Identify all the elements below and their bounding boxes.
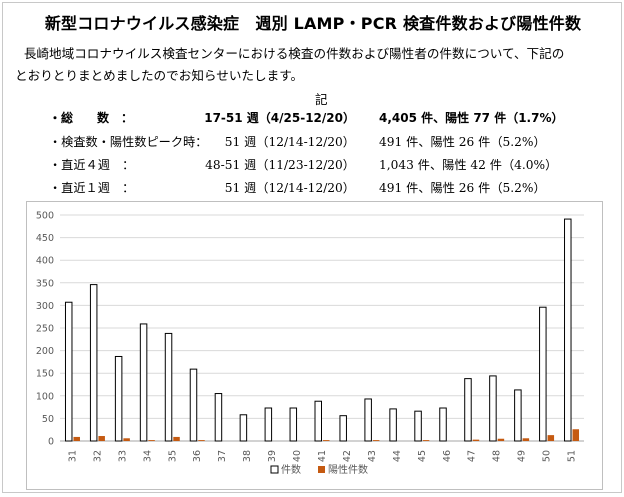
summary-result: 491 件、陽性 26 件（5.2%） [379,181,546,195]
y-tick-label: 150 [36,369,54,380]
summary-result: 1,043 件、陽性 42 件（4.0%） [379,158,558,172]
bar-kensu [114,355,123,442]
bar-kensu [564,218,572,442]
page-title: 新型コロナウイルス感染症 週別 LAMP・PCR 検査件数および陽性件数 [44,14,582,33]
bar-kensu [489,375,497,442]
summary-label: ・直近４週 ： [49,158,135,172]
y-tick-label: 50 [42,414,54,425]
bar-kensu [539,306,547,442]
intro-line-1: 長崎地域コロナウイルス検査センターにおける検査の件数および陽性者の件数について、… [23,46,565,61]
x-tick-label: 48 [492,450,503,462]
x-tick-label: 40 [292,450,303,462]
x-tick-label: 32 [92,450,103,462]
bar-kensu [139,323,148,442]
x-tick-label: 43 [367,450,378,462]
bar-kensu [339,415,347,442]
bar-kensu [64,301,73,442]
legend-label-kensu: 件数 [281,463,301,476]
bar-kensu [239,414,248,442]
x-tick-label: 51 [567,450,578,462]
x-tick-label: 41 [317,450,328,462]
x-tick-label: 35 [167,450,178,462]
legend-swatch-yosei [318,466,325,473]
bar-kensu [289,407,298,442]
x-tick-label: 47 [467,450,478,462]
y-tick-label: 300 [36,301,54,312]
bar-kensu [439,407,447,442]
x-tick-label: 39 [267,450,278,462]
bar-yosei [198,440,205,441]
bar-yosei [572,429,580,441]
x-tick-label: 37 [217,450,228,462]
x-tick-label: 44 [392,450,403,462]
bar-kensu [464,378,472,442]
x-tick-label: 45 [417,450,428,462]
summary-result: 4,405 件、陽性 77 件（1.7%） [379,111,564,125]
bar-yosei [372,440,380,441]
x-tick-label: 31 [67,450,78,462]
y-tick-label: 250 [36,324,54,335]
bar-kensu [164,332,173,442]
x-tick-label: 42 [342,450,353,462]
bar-yosei [497,438,505,441]
bar-kensu [264,407,273,442]
intro-paragraph: 長崎地域コロナウイルス検査センターにおける検査の件数および陽性者の件数について、… [15,43,615,87]
y-tick-label: 400 [36,256,54,267]
bar-kensu [189,368,198,442]
bar-kensu [89,284,98,442]
x-tick-label: 49 [517,450,528,462]
x-tick-label: 46 [442,450,453,462]
legend-label-yosei: 陽性件数 [328,463,368,476]
summary-label: ・総 数 ： [49,111,134,125]
x-tick-label: 34 [142,450,153,462]
summary-label: ・検査数・陽性数ピーク時： [49,135,208,149]
bar-kensu [514,389,522,442]
bar-kensu [214,393,223,442]
bar-yosei [323,440,330,441]
summary-period: 48-51 週（11/23-12/20） [205,158,355,172]
bar-yosei [73,436,80,441]
intro-line-2: とおりとりまとめましたのでお知らせいたします。 [15,68,304,83]
y-tick-label: 100 [36,391,54,402]
bar-kensu [314,400,322,442]
y-tick-label: 450 [36,233,54,244]
chart-svg: 0 50 100 150 200 250 300 350 400 450 500 31 32 33 34 35… [36,211,584,476]
y-tick-label: 350 [36,278,54,289]
y-tick-label: 200 [36,346,54,357]
x-tick-label: 38 [242,450,253,462]
bar-yosei [472,439,480,441]
bar-yosei [547,435,555,441]
bar-yosei [173,436,180,441]
bar-yosei [98,436,105,441]
bar-yosei [123,438,130,441]
summary-period: 51 週（12/14-12/20） [224,135,355,149]
bar-kensu [414,410,422,442]
bar-yosei [422,440,430,441]
summary-period: 17-51 週（4/25-12/20） [204,111,355,125]
x-tick-label: 36 [192,450,203,462]
y-tick-label: 500 [36,211,54,222]
ki-heading: 記 [315,92,328,107]
x-tick-label: 33 [117,450,128,462]
bar-kensu [389,408,397,442]
summary-period: 51 週（12/14-12/20） [224,181,355,195]
x-tick-label: 50 [542,450,553,462]
legend-swatch-kensu [270,465,279,474]
summary-result: 491 件、陽性 26 件（5.2%） [379,135,546,149]
summary-label: ・直近１週 ： [49,181,135,195]
y-tick-label: 0 [48,437,54,448]
bar-kensu [364,398,372,442]
weekly-test-chart: 0 50 100 150 200 250 300 350 400 450 500 31 32 33 34 35… [26,201,603,490]
bar-yosei [522,438,530,441]
bar-yosei [148,440,155,441]
